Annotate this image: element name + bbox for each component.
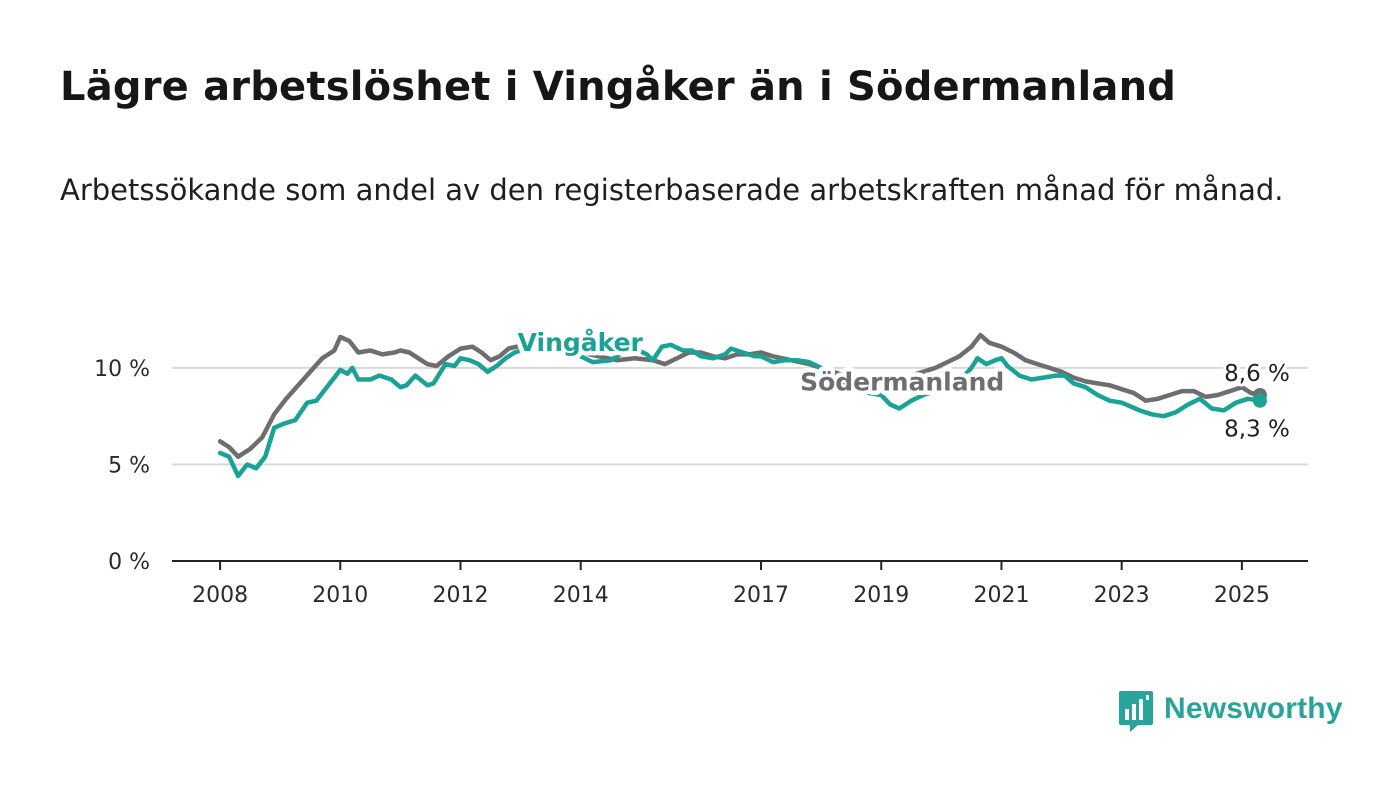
y-tick-label: 0 % [108, 550, 150, 575]
chart-title: Lägre arbetslöshet i Vingåker än i Söder… [60, 64, 1177, 110]
y-axis-tick-labels: 0 % 5 % 10 % [94, 357, 150, 575]
gridlines [172, 366, 1308, 466]
series-end-marker [1252, 393, 1267, 408]
newsworthy-logo[interactable]: Newsworthy [1118, 690, 1343, 738]
x-tick-label: 2010 [312, 583, 368, 608]
x-tick-label: 2019 [853, 583, 909, 608]
y-tick-label: 5 % [108, 453, 150, 478]
series-lines [217, 332, 1267, 479]
x-tick-label: 2008 [192, 583, 248, 608]
series-labels: Vingåker Södermanland [513, 323, 1009, 401]
series-label-sodermanland: Södermanland [800, 367, 1004, 396]
x-axis: 2008 2010 2012 2014 2017 2019 2021 2023 2025 [172, 560, 1308, 608]
series-label-vingaker: Vingåker [518, 328, 644, 357]
series-line-sodermanland [217, 332, 1263, 459]
end-value-label: 8,3 % [1224, 417, 1290, 443]
x-tick-label: 2014 [553, 583, 609, 608]
y-tick-label: 10 % [94, 357, 150, 382]
x-tick-label: 2025 [1214, 583, 1270, 608]
bar-chart-speech-bubble-icon [1119, 691, 1153, 732]
x-tick-label: 2021 [973, 583, 1029, 608]
x-tick-label: 2023 [1094, 583, 1150, 608]
end-value-label: 8,6 % [1224, 361, 1290, 387]
x-tick-label: 2017 [733, 583, 789, 608]
x-tick-label: 2012 [433, 583, 489, 608]
end-value-labels: 8,3 % 8,6 % [1221, 358, 1293, 446]
chart-subtitle: Arbetssökande som andel av den registerb… [60, 173, 1284, 207]
series-line-vingaker [217, 342, 1263, 479]
brand-name: Newsworthy [1164, 692, 1343, 725]
